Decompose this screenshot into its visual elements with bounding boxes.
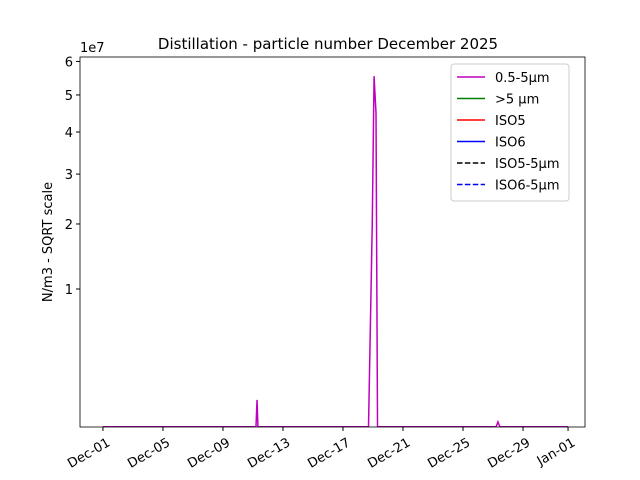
y-tick-label: 6 <box>65 55 73 70</box>
legend-label: ISO5 <box>495 114 526 129</box>
y-axis-label: N/m3 - SQRT scale <box>41 182 56 302</box>
y-tick-label: 2 <box>65 218 73 233</box>
plot-area <box>102 76 569 427</box>
y-tick-label: 3 <box>65 168 73 183</box>
data-line <box>102 76 569 427</box>
chart-title: Distillation - particle number December … <box>158 35 498 53</box>
legend-label: ISO6-5µm <box>495 179 560 194</box>
plot-frame <box>79 56 586 428</box>
legend-label: ISO5-5µm <box>495 157 560 172</box>
y-tick-label: 1 <box>65 283 73 298</box>
y-tick-label: 4 <box>65 126 73 141</box>
legend-label: >5 µm <box>495 93 539 108</box>
legend-label: 0.5-5µm <box>495 71 550 86</box>
y-offset-label: 1e7 <box>80 41 105 56</box>
legend-label: ISO6 <box>495 136 526 151</box>
y-tick-label: 5 <box>65 89 73 104</box>
